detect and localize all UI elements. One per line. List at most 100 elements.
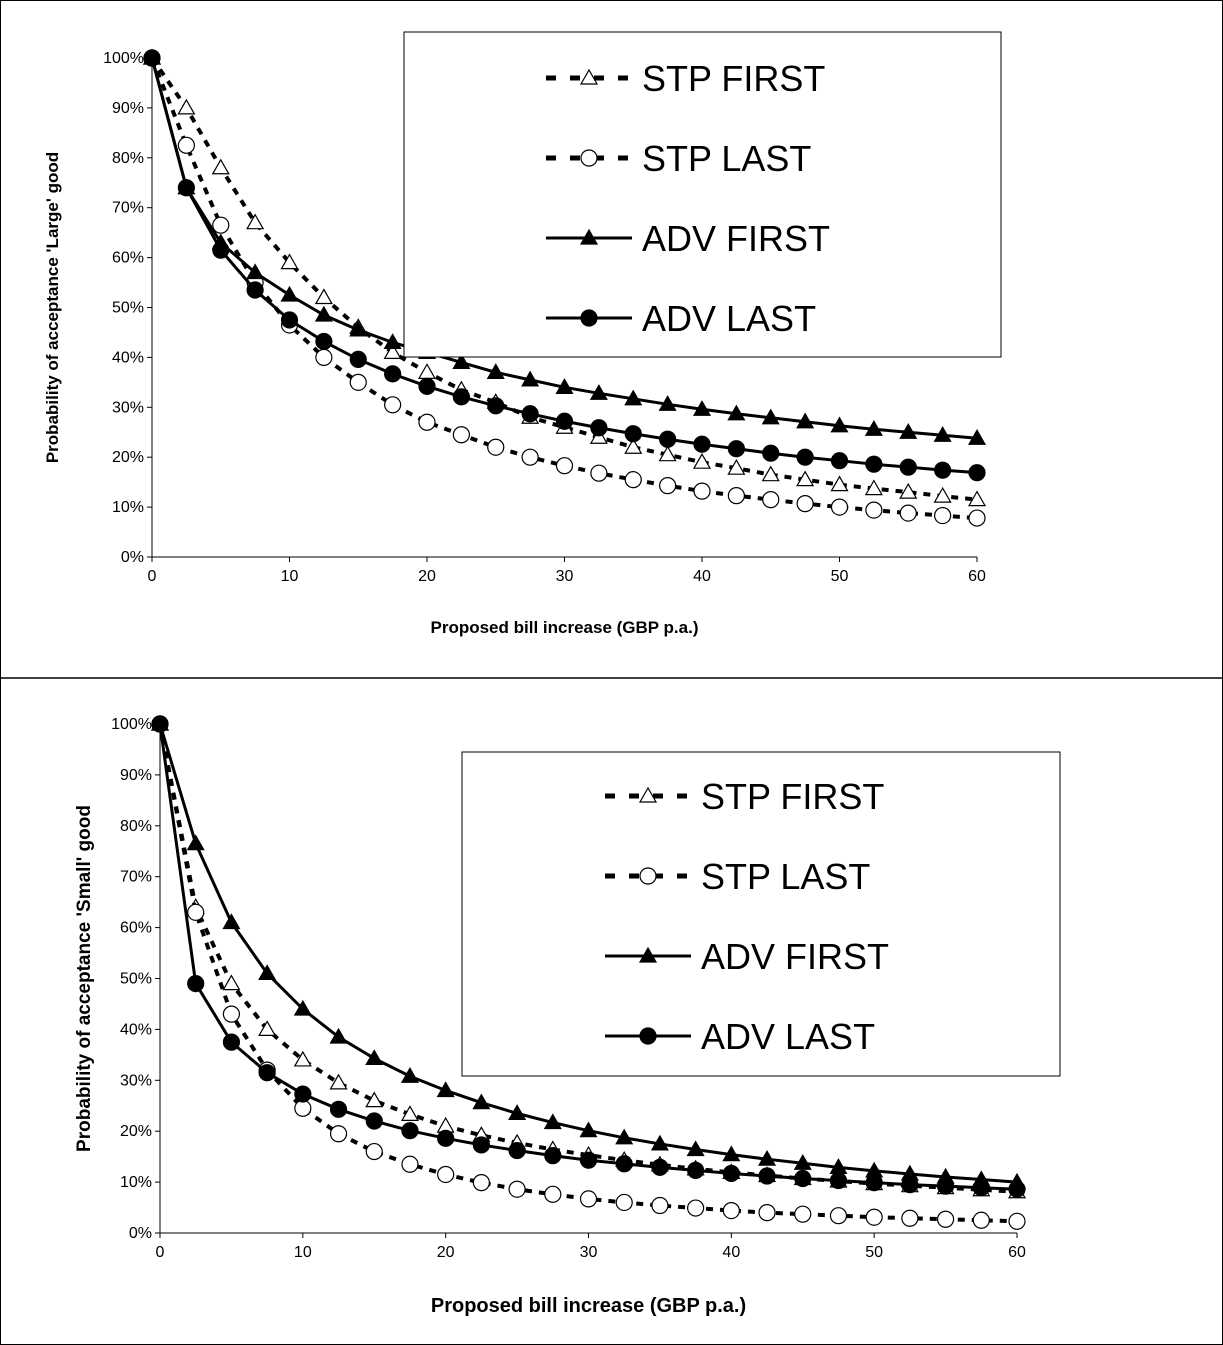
data-point	[794, 1205, 812, 1223]
data-point	[280, 253, 299, 270]
chart-large-good: 0% 10% 20% 30% 40% 50% 60% 70% 80% 90% 100% 0 10 20 30…	[43, 31, 1002, 637]
data-point	[212, 216, 230, 234]
data-point	[280, 285, 299, 302]
data-point	[436, 1081, 455, 1098]
data-point	[901, 1209, 919, 1227]
data-point	[762, 491, 780, 509]
y-tick-label: 90%	[120, 767, 152, 784]
data-point	[472, 1136, 490, 1154]
data-point	[865, 455, 883, 473]
data-point	[437, 1165, 455, 1184]
data-point	[579, 1121, 598, 1138]
legend: STP FIRST STP LAST ADV FIRST ADV LAST	[461, 751, 1061, 1077]
x-tick-label: 10	[294, 1244, 312, 1261]
data-point	[796, 412, 815, 429]
data-point	[761, 465, 780, 482]
y-tick-label: 30%	[120, 1072, 152, 1089]
data-point	[796, 448, 814, 466]
x-tick-label: 50	[831, 568, 849, 585]
chart-small-good: 0% 10% 20% 30% 40% 50% 60% 70% 80% 90% 100% 0 10 20 30…	[74, 714, 1061, 1317]
y-tick-label: 0%	[121, 549, 144, 566]
data-point	[650, 1134, 669, 1151]
legend-item: STP LAST	[605, 856, 870, 897]
data-point	[349, 350, 367, 368]
data-point	[177, 179, 195, 197]
data-point	[722, 1145, 741, 1162]
data-point	[933, 426, 952, 442]
data-point	[315, 332, 333, 351]
y-tick-label: 50%	[120, 971, 152, 988]
legend-swatch-marker	[638, 786, 658, 803]
data-point	[187, 974, 205, 993]
data-point	[383, 333, 402, 350]
data-point	[967, 490, 987, 507]
data-point	[186, 834, 205, 851]
data-point	[1008, 1212, 1026, 1230]
data-point	[418, 377, 436, 395]
data-point	[222, 1033, 241, 1051]
y-tick-label: 40%	[112, 349, 144, 366]
data-point	[727, 487, 745, 505]
data-point	[487, 438, 505, 456]
data-point	[452, 426, 470, 444]
data-point	[579, 1190, 598, 1208]
x-tick-label: 60	[968, 568, 986, 585]
data-point	[830, 475, 849, 492]
data-point	[246, 263, 265, 280]
data-point	[400, 1067, 419, 1083]
y-tick-label: 20%	[112, 449, 144, 466]
y-tick-label: 0%	[129, 1225, 152, 1242]
data-point	[151, 715, 169, 733]
legend-label: ADV FIRST	[701, 936, 889, 977]
data-point	[521, 448, 539, 466]
data-point	[830, 498, 849, 516]
data-point	[222, 913, 241, 930]
data-point	[659, 430, 677, 448]
legend-label: ADV LAST	[642, 298, 816, 339]
data-point	[899, 423, 918, 439]
series-stp-last	[151, 715, 1026, 1230]
data-point	[758, 1204, 776, 1222]
data-point	[1008, 1180, 1026, 1198]
legend-item: ADV LAST	[546, 298, 816, 339]
data-point	[543, 1113, 562, 1130]
data-point	[258, 964, 277, 981]
y-tick-label: 70%	[120, 869, 152, 886]
data-point	[486, 363, 505, 379]
data-point	[508, 1180, 526, 1198]
data-point	[722, 1164, 740, 1183]
data-point	[796, 470, 815, 487]
data-point	[472, 1174, 490, 1192]
data-point	[968, 464, 986, 482]
data-point	[864, 479, 883, 496]
data-point	[187, 903, 205, 921]
data-point	[329, 1125, 348, 1143]
data-point	[384, 365, 402, 383]
data-point	[314, 288, 333, 305]
x-tick-label: 10	[281, 568, 299, 585]
data-point	[365, 1091, 384, 1108]
data-point	[437, 1129, 455, 1147]
legend-box	[403, 31, 1002, 358]
x-tick-label: 0	[148, 568, 157, 585]
data-point	[555, 412, 574, 430]
data-point	[315, 348, 333, 366]
data-point	[934, 506, 952, 525]
y-tick-label: 80%	[120, 818, 152, 835]
legend-item: STP LAST	[546, 138, 811, 179]
legend-swatch-marker	[579, 228, 599, 245]
data-point	[899, 458, 917, 476]
data-point	[212, 241, 230, 259]
y-tick-label: 20%	[120, 1123, 152, 1140]
data-point	[865, 1208, 883, 1226]
legend-swatch-marker	[580, 309, 598, 327]
data-point	[651, 1158, 669, 1176]
data-point	[384, 396, 402, 414]
data-point	[293, 999, 312, 1016]
data-point	[624, 438, 643, 454]
data-point	[280, 311, 299, 329]
y-tick-label: 10%	[120, 1174, 152, 1191]
legend-swatch-marker	[580, 149, 598, 167]
x-tick-label: 60	[1008, 1244, 1026, 1261]
